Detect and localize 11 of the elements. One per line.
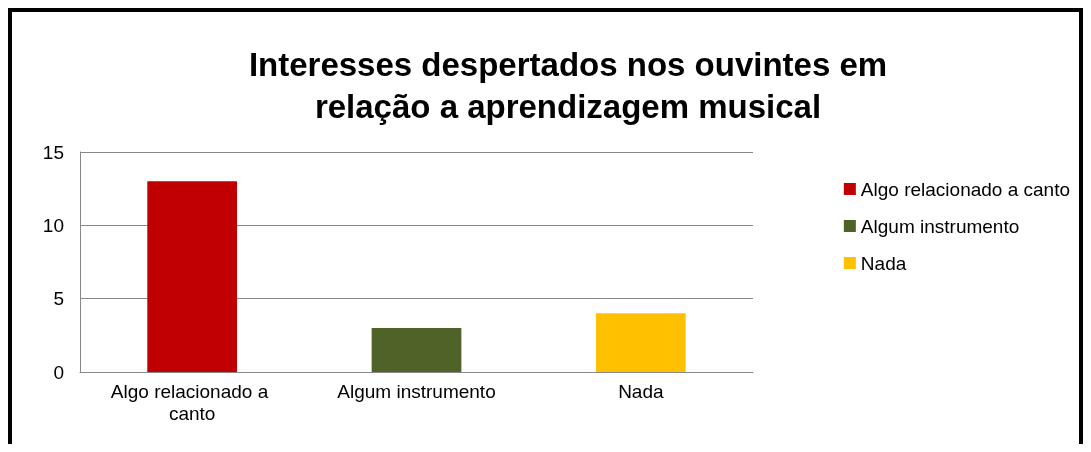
y-tick-label: 5 <box>53 288 64 310</box>
y-tick-label: 15 <box>42 141 64 163</box>
x-tick-label: Algo relacionado a canto <box>110 380 274 424</box>
y-tick-label: 10 <box>42 214 64 236</box>
legend-label: Algum instrumento <box>860 215 1020 237</box>
chart-title: Interesses despertados nos ouvintes em relação a aprendizagem musical <box>248 45 888 125</box>
legend-label: Algo relacionado a canto <box>860 178 1071 200</box>
x-tick-label: Nada <box>618 380 664 402</box>
legend-label: Nada <box>860 252 907 274</box>
y-tick-label: 0 <box>53 361 64 383</box>
x-tick-label: Algum instrumento <box>337 380 496 402</box>
